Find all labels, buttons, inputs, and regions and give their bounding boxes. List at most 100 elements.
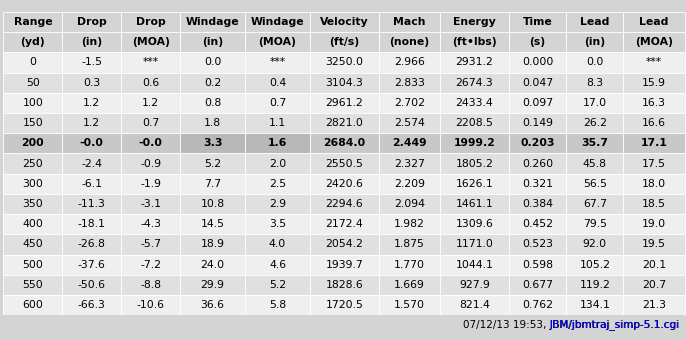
Bar xyxy=(245,255,310,275)
Bar xyxy=(180,133,245,153)
Bar xyxy=(62,153,121,174)
Text: Time: Time xyxy=(523,17,552,27)
Text: -37.6: -37.6 xyxy=(78,260,106,270)
Bar xyxy=(379,52,440,72)
Text: -0.0: -0.0 xyxy=(80,138,104,148)
Text: 07/12/13 19:53, JBM/jbmtraj_simp-5.1.cgi: 07/12/13 19:53, JBM/jbmtraj_simp-5.1.cgi xyxy=(463,320,679,330)
Text: ***: *** xyxy=(270,57,285,67)
Bar xyxy=(310,194,379,214)
Text: 0.203: 0.203 xyxy=(520,138,555,148)
Bar xyxy=(624,72,685,93)
Text: Lead: Lead xyxy=(639,17,669,27)
Text: 0.260: 0.260 xyxy=(522,158,553,169)
Text: 927.9: 927.9 xyxy=(459,280,490,290)
Text: 0.8: 0.8 xyxy=(204,98,221,108)
Text: 0.4: 0.4 xyxy=(269,78,286,88)
Text: 5.2: 5.2 xyxy=(269,280,286,290)
Text: 36.6: 36.6 xyxy=(200,300,224,310)
Bar xyxy=(180,32,245,52)
Text: Energy: Energy xyxy=(453,17,496,27)
Bar xyxy=(566,234,624,255)
Text: 8.3: 8.3 xyxy=(587,78,604,88)
Text: 2054.2: 2054.2 xyxy=(325,239,364,250)
Bar xyxy=(245,214,310,234)
Text: 18.5: 18.5 xyxy=(642,199,666,209)
Text: 1.1: 1.1 xyxy=(269,118,286,128)
Bar xyxy=(624,153,685,174)
Text: 1828.6: 1828.6 xyxy=(326,280,364,290)
Bar xyxy=(566,12,624,32)
Bar xyxy=(379,275,440,295)
Text: Mach: Mach xyxy=(393,17,425,27)
Text: 2.702: 2.702 xyxy=(394,98,425,108)
Text: 134.1: 134.1 xyxy=(580,300,611,310)
Bar xyxy=(62,194,121,214)
Text: -0.9: -0.9 xyxy=(140,158,161,169)
Bar xyxy=(624,32,685,52)
Text: 1720.5: 1720.5 xyxy=(325,300,364,310)
Text: 35.7: 35.7 xyxy=(581,138,608,148)
Text: 0.097: 0.097 xyxy=(522,98,553,108)
Bar xyxy=(3,153,62,174)
Text: 2294.6: 2294.6 xyxy=(326,199,364,209)
Text: 350: 350 xyxy=(23,199,43,209)
Text: 2.5: 2.5 xyxy=(269,179,286,189)
Text: 0.523: 0.523 xyxy=(522,239,553,250)
Bar xyxy=(310,234,379,255)
Bar xyxy=(245,12,310,32)
Bar xyxy=(566,52,624,72)
Text: ***: *** xyxy=(646,57,662,67)
Bar xyxy=(509,275,566,295)
Text: 0.149: 0.149 xyxy=(522,118,553,128)
Text: 1044.1: 1044.1 xyxy=(456,260,493,270)
Text: 50: 50 xyxy=(26,78,40,88)
Bar xyxy=(121,174,180,194)
Bar xyxy=(62,275,121,295)
Bar xyxy=(624,234,685,255)
Text: Drop: Drop xyxy=(77,17,106,27)
Text: 200: 200 xyxy=(21,138,44,148)
Bar xyxy=(3,234,62,255)
Bar xyxy=(379,295,440,315)
Text: 17.5: 17.5 xyxy=(642,158,666,169)
Bar xyxy=(121,295,180,315)
Text: 3104.3: 3104.3 xyxy=(325,78,364,88)
Bar xyxy=(310,12,379,32)
Bar xyxy=(62,133,121,153)
Text: 2550.5: 2550.5 xyxy=(325,158,364,169)
Text: -11.3: -11.3 xyxy=(78,199,106,209)
Bar xyxy=(121,275,180,295)
Text: 1171.0: 1171.0 xyxy=(456,239,493,250)
Text: 26.2: 26.2 xyxy=(583,118,607,128)
Bar xyxy=(3,133,62,153)
Bar xyxy=(62,32,121,52)
Text: (ft•lbs): (ft•lbs) xyxy=(452,37,497,47)
Text: 2.966: 2.966 xyxy=(394,57,425,67)
Bar xyxy=(509,295,566,315)
Text: 2420.6: 2420.6 xyxy=(325,179,364,189)
Text: 0.384: 0.384 xyxy=(522,199,553,209)
Bar xyxy=(180,214,245,234)
Bar xyxy=(62,174,121,194)
Bar xyxy=(180,234,245,255)
Text: 0.677: 0.677 xyxy=(522,280,553,290)
Text: 1.6: 1.6 xyxy=(268,138,287,148)
Text: 1626.1: 1626.1 xyxy=(456,179,493,189)
Text: 15.9: 15.9 xyxy=(642,78,666,88)
Bar xyxy=(509,72,566,93)
Text: (MOA): (MOA) xyxy=(132,37,169,47)
Text: 0.0: 0.0 xyxy=(586,57,604,67)
Bar xyxy=(440,72,509,93)
Text: 1.8: 1.8 xyxy=(204,118,221,128)
Text: 17.1: 17.1 xyxy=(641,138,667,148)
Text: 3.3: 3.3 xyxy=(203,138,222,148)
Bar xyxy=(3,12,62,32)
Text: -10.6: -10.6 xyxy=(137,300,165,310)
Text: Lead: Lead xyxy=(580,17,609,27)
Text: 7.7: 7.7 xyxy=(204,179,221,189)
Bar xyxy=(509,194,566,214)
Bar xyxy=(440,174,509,194)
Bar xyxy=(180,52,245,72)
Bar xyxy=(566,72,624,93)
Text: 2821.0: 2821.0 xyxy=(325,118,364,128)
